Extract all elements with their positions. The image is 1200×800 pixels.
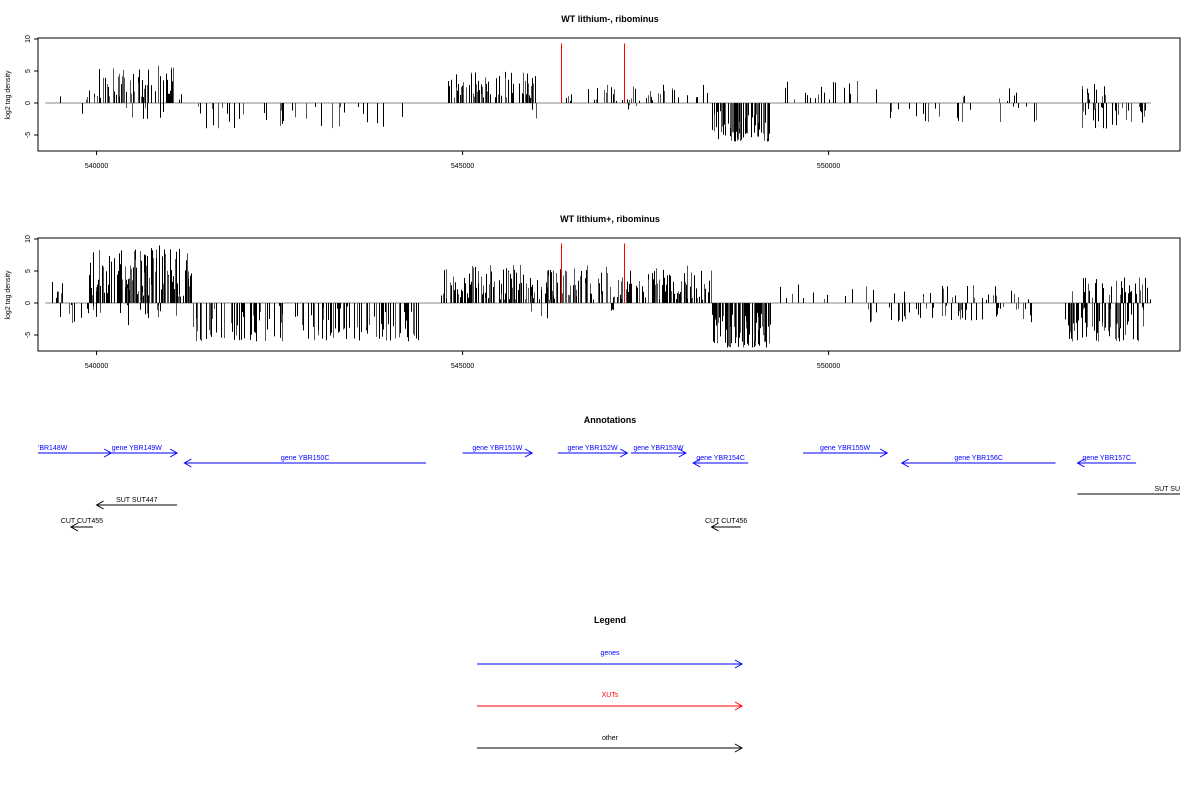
y-tick-label: 10 bbox=[25, 35, 32, 43]
feature-label: gene YBR150C bbox=[281, 455, 330, 462]
track-1-bars bbox=[45, 43, 1151, 142]
feature-label: SUT SUT447 bbox=[116, 497, 158, 504]
feature-label: gene YBR153W bbox=[633, 445, 683, 452]
legend-arrowhead bbox=[734, 701, 744, 711]
y-tick-label: 5 bbox=[25, 269, 32, 273]
legend-arrowhead bbox=[734, 743, 744, 753]
legend-panel: Legend genes XUTs other bbox=[477, 615, 744, 753]
track-1-title: WT lithium-, ribominus bbox=[561, 14, 659, 24]
y-tick-label: 0 bbox=[25, 301, 32, 305]
x-tick-label: 545000 bbox=[451, 363, 474, 370]
track-1-y-axis: 10 5 0 -5 bbox=[25, 35, 38, 138]
feature-label: gene YBR155W bbox=[820, 445, 870, 452]
annotation-feature: gene YBR153W bbox=[630, 445, 687, 458]
x-tick-label: 540000 bbox=[85, 363, 108, 370]
y-tick-label: 10 bbox=[25, 235, 32, 243]
legend-label-other: other bbox=[602, 735, 619, 742]
feature-label: gene YBR156C bbox=[954, 455, 1003, 462]
feature-label: gene YBR154C bbox=[696, 455, 745, 462]
annotations-panel: Annotations 'BR148W gene YBR149W gene YBR1… bbox=[38, 415, 1180, 532]
track-1-ylabel: log2 tag density bbox=[5, 70, 12, 120]
legend-arrowhead bbox=[734, 659, 744, 669]
track-2-frame bbox=[37, 237, 1181, 352]
feature-arrowhead bbox=[692, 458, 701, 468]
annotation-feature: CUT CUT456 bbox=[705, 518, 747, 532]
x-tick-label: 545000 bbox=[451, 163, 474, 170]
feature-arrowhead bbox=[95, 500, 104, 510]
annotation-feature: gene YBR149W bbox=[96, 445, 179, 458]
track-2-y-axis: 10 5 0 -5 bbox=[25, 235, 38, 338]
annotation-feature: gene YBR156C bbox=[900, 455, 1056, 468]
annotation-feature: gene YBR152W bbox=[557, 445, 629, 458]
annotation-feature: 'BR148W bbox=[38, 445, 113, 458]
track-1-x-axis: 540000 545000 550000 bbox=[85, 151, 840, 170]
legend-label-genes: genes bbox=[600, 650, 620, 657]
annotations-title: Annotations bbox=[584, 415, 637, 425]
track-panel-1: WT lithium-, ribominus log2 tag density … bbox=[5, 14, 1181, 170]
x-tick-label: 550000 bbox=[817, 363, 840, 370]
feature-arrowhead bbox=[879, 448, 889, 458]
y-tick-label: -5 bbox=[25, 132, 32, 138]
feature-arrowhead bbox=[69, 522, 79, 532]
feature-arrowhead bbox=[678, 448, 687, 458]
track-panel-2: WT lithium+, ribominus log2 tag density … bbox=[5, 214, 1181, 370]
feature-arrowhead bbox=[710, 522, 719, 532]
feature-label: gene YBR157C bbox=[1083, 455, 1132, 462]
annotation-features: 'BR148W gene YBR149W gene YBR150C gene YBR1… bbox=[38, 445, 1180, 532]
annotation-feature: CUT CUT455 bbox=[61, 518, 103, 532]
legend-title: Legend bbox=[594, 615, 626, 625]
annotation-feature: gene YBR151W bbox=[462, 445, 534, 458]
feature-arrowhead bbox=[169, 448, 179, 458]
annotation-feature: gene YBR157C bbox=[1076, 455, 1137, 468]
feature-arrowhead bbox=[1076, 458, 1085, 468]
y-tick-label: -5 bbox=[25, 332, 32, 338]
feature-arrowhead bbox=[900, 458, 910, 468]
y-tick-label: 0 bbox=[25, 101, 32, 105]
annotation-feature: gene YBR150C bbox=[183, 455, 426, 468]
track-1-frame bbox=[37, 37, 1181, 152]
feature-label: gene YBR151W bbox=[472, 445, 522, 452]
legend-items: genes XUTs other bbox=[477, 650, 744, 753]
annotation-feature: gene YBR155W bbox=[802, 445, 889, 458]
feature-arrowhead bbox=[524, 448, 534, 458]
annotation-feature: SUT SU bbox=[1077, 486, 1180, 495]
legend-label-xuts: XUTs bbox=[602, 692, 619, 699]
feature-label: CUT CUT456 bbox=[705, 518, 747, 525]
feature-label: gene YBR149W bbox=[112, 445, 162, 452]
feature-label: 'BR148W bbox=[38, 445, 68, 452]
feature-label: SUT SU bbox=[1154, 486, 1180, 493]
track-2-x-axis: 540000 545000 550000 bbox=[85, 351, 840, 370]
x-tick-label: 550000 bbox=[817, 163, 840, 170]
annotation-feature: gene YBR154C bbox=[692, 455, 749, 468]
track-2-title: WT lithium+, ribominus bbox=[560, 214, 660, 224]
x-tick-label: 540000 bbox=[85, 163, 108, 170]
feature-label: gene YBR152W bbox=[567, 445, 617, 452]
track-2-ylabel: log2 tag density bbox=[5, 270, 12, 320]
feature-arrowhead bbox=[620, 448, 629, 458]
feature-arrowhead bbox=[183, 458, 192, 468]
y-tick-label: 5 bbox=[25, 69, 32, 73]
track-2-bars bbox=[45, 243, 1151, 348]
annotation-feature: SUT SUT447 bbox=[95, 497, 178, 510]
feature-label: CUT CUT455 bbox=[61, 518, 103, 525]
